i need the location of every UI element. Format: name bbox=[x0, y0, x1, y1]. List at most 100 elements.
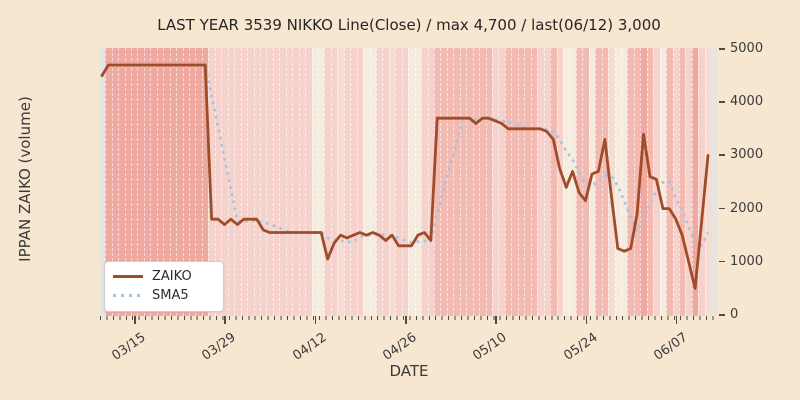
day-band bbox=[472, 48, 481, 316]
day-band bbox=[201, 48, 210, 316]
day-band bbox=[163, 48, 171, 316]
day-band bbox=[485, 48, 494, 316]
day-band bbox=[524, 48, 532, 316]
y-tick-label: 3000 bbox=[730, 147, 764, 163]
day-band bbox=[131, 48, 139, 316]
x-major-tick bbox=[224, 316, 226, 324]
day-band bbox=[479, 48, 487, 316]
day-band bbox=[569, 48, 577, 316]
zaiko-series-line bbox=[100, 63, 710, 290]
day-band bbox=[111, 48, 120, 316]
day-band bbox=[530, 48, 539, 316]
day-band bbox=[182, 48, 191, 316]
day-band bbox=[601, 48, 610, 316]
day-band bbox=[595, 48, 603, 316]
day-band bbox=[550, 48, 558, 316]
chart-title: LAST YEAR 3539 NIKKO Line(Close) / max 4… bbox=[157, 16, 661, 34]
day-band bbox=[369, 48, 377, 316]
y-tick-label: 1000 bbox=[730, 253, 764, 269]
y-tick-label: 4000 bbox=[730, 94, 764, 110]
day-band bbox=[343, 48, 352, 316]
day-band bbox=[498, 48, 506, 316]
day-band bbox=[517, 48, 526, 316]
day-band bbox=[698, 48, 706, 316]
day-band bbox=[543, 48, 552, 316]
day-band bbox=[679, 48, 687, 316]
legend-item-sma5: SMA5 bbox=[113, 286, 215, 305]
day-band bbox=[427, 48, 435, 316]
day-band bbox=[646, 48, 655, 316]
x-tick-label: 04/12 bbox=[290, 330, 330, 364]
day-band bbox=[504, 48, 513, 316]
line-chart-canvas bbox=[100, 63, 710, 290]
day-band bbox=[440, 48, 448, 316]
zaiko-line-swatch bbox=[113, 275, 143, 278]
x-major-tick bbox=[405, 316, 407, 324]
day-band bbox=[137, 48, 145, 316]
day-band bbox=[511, 48, 519, 316]
day-band bbox=[253, 48, 261, 316]
background-bands bbox=[100, 48, 718, 316]
day-band bbox=[234, 48, 242, 316]
day-band bbox=[492, 48, 500, 316]
x-axis-label: DATE bbox=[389, 362, 429, 380]
day-band bbox=[330, 48, 339, 316]
day-band bbox=[459, 48, 468, 316]
day-band bbox=[556, 48, 564, 316]
day-band bbox=[414, 48, 423, 316]
day-band bbox=[156, 48, 165, 316]
day-band bbox=[356, 48, 365, 316]
day-band bbox=[614, 48, 622, 316]
legend-label-sma5: SMA5 bbox=[152, 288, 189, 303]
day-band bbox=[118, 48, 126, 316]
x-major-tick bbox=[314, 316, 317, 324]
day-band bbox=[453, 48, 461, 316]
y-tick-label: 0 bbox=[730, 307, 739, 322]
y-tick-dash bbox=[719, 154, 725, 156]
day-band bbox=[272, 48, 281, 316]
x-tick-label: 05/24 bbox=[560, 330, 601, 364]
day-band bbox=[350, 48, 358, 316]
day-band bbox=[214, 48, 223, 316]
day-band bbox=[169, 48, 178, 316]
day-band bbox=[363, 48, 371, 316]
x-major-tick bbox=[495, 316, 497, 324]
day-band bbox=[298, 48, 307, 316]
y-tick-dash bbox=[719, 48, 725, 50]
x-axis-minor-ticks bbox=[100, 316, 718, 320]
day-band bbox=[124, 48, 132, 316]
day-band bbox=[582, 48, 590, 316]
day-band bbox=[279, 48, 287, 316]
day-band bbox=[537, 48, 545, 316]
day-band bbox=[446, 48, 455, 316]
day-band bbox=[105, 48, 113, 316]
day-band bbox=[285, 48, 294, 316]
day-band bbox=[375, 48, 384, 316]
day-band bbox=[466, 48, 474, 316]
day-band bbox=[259, 48, 268, 316]
x-tick-label: 03/29 bbox=[199, 330, 240, 364]
day-band bbox=[247, 48, 255, 316]
day-band bbox=[317, 48, 326, 316]
day-band bbox=[620, 48, 629, 316]
day-band bbox=[408, 48, 416, 316]
sma5-dotted-swatch bbox=[113, 294, 143, 297]
day-band bbox=[395, 48, 403, 316]
legend-item-zaiko: ZAIKO bbox=[113, 267, 215, 286]
x-major-tick bbox=[585, 316, 588, 324]
y-tick-label: 5000 bbox=[730, 41, 764, 56]
day-band bbox=[189, 48, 197, 316]
legend-label-zaiko: ZAIKO bbox=[152, 269, 192, 284]
day-band bbox=[176, 48, 184, 316]
day-band bbox=[685, 48, 693, 316]
x-major-tick bbox=[675, 316, 678, 324]
x-major-tick bbox=[134, 316, 136, 324]
day-band bbox=[240, 48, 249, 316]
day-band bbox=[143, 48, 152, 316]
day-band bbox=[388, 48, 397, 316]
sma5-series-line bbox=[127, 63, 710, 247]
x-tick-label: 06/07 bbox=[651, 330, 691, 364]
legend: ZAIKO SMA5 bbox=[104, 261, 224, 312]
x-tick-label: 04/26 bbox=[380, 330, 420, 364]
